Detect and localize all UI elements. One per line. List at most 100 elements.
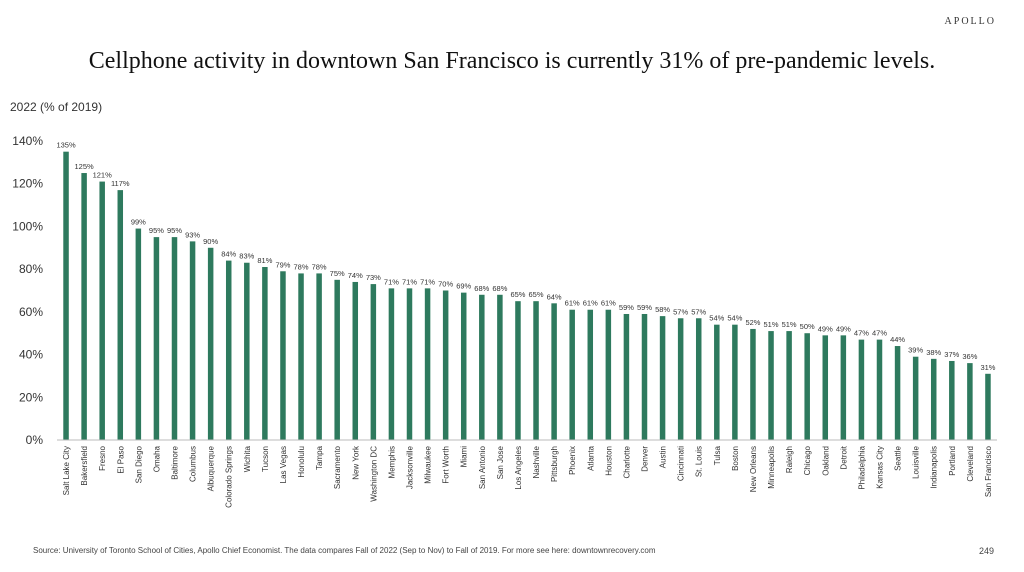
- x-tick-label: San Francisco: [984, 445, 993, 497]
- x-tick-label: Portland: [948, 446, 957, 476]
- bar: [949, 360, 955, 440]
- bar: [714, 324, 720, 440]
- data-label: 75%: [330, 269, 345, 278]
- bar: [912, 356, 919, 440]
- data-label: 71%: [384, 277, 399, 286]
- bar: [244, 262, 250, 440]
- data-label: 71%: [420, 277, 435, 286]
- data-label: 44%: [890, 335, 905, 344]
- x-tick-label: Philadelphia: [857, 445, 866, 489]
- bar: [677, 318, 684, 440]
- bar: [768, 331, 774, 440]
- data-label: 78%: [294, 262, 309, 271]
- x-tick-label: Tulsa: [713, 445, 722, 465]
- bar: [370, 284, 377, 440]
- data-label: 36%: [962, 352, 977, 361]
- x-tick-label: Phoenix: [568, 446, 577, 475]
- x-tick-label: San Antonio: [478, 445, 487, 489]
- x-tick-label: Denver: [641, 446, 650, 472]
- data-label: 54%: [709, 314, 724, 323]
- bar: [225, 260, 232, 440]
- x-tick-label: Atlanta: [586, 445, 595, 470]
- x-tick-label: Kansas City: [876, 446, 885, 489]
- data-label: 73%: [366, 273, 381, 282]
- x-tick-label: Fresno: [98, 445, 107, 470]
- x-tick-label: Fort Worth: [442, 446, 451, 484]
- y-tick-label: 40%: [19, 348, 43, 362]
- data-label: 95%: [167, 226, 182, 235]
- x-tick-label: Cleveland: [966, 446, 975, 482]
- data-labels: 135%125%121%117%99%95% 95% 93%90%84% 83% 81%…: [56, 141, 995, 372]
- x-tick-label: Sacramento: [333, 445, 342, 489]
- bar: [659, 316, 666, 440]
- x-tick-label: Milwaukee: [424, 445, 433, 483]
- bar: [352, 281, 359, 440]
- x-tick-label: Columbus: [189, 446, 198, 482]
- x-tick-label: Tampa: [315, 445, 324, 470]
- data-label: 93%: [185, 230, 200, 239]
- bar: [171, 237, 178, 440]
- x-tick-label: Austin: [659, 446, 668, 468]
- bar: [569, 309, 575, 440]
- bar: [406, 288, 413, 440]
- bar: [822, 335, 829, 440]
- x-tick-label: Charlotte: [622, 445, 631, 478]
- x-tick-label: Detroit: [839, 445, 848, 469]
- bar: [117, 190, 124, 440]
- x-tick-label: Houston: [604, 446, 613, 476]
- bar: [858, 339, 865, 440]
- x-tick-label: St. Louis: [695, 446, 704, 477]
- data-label: 58%: [655, 305, 670, 314]
- data-label: 74%: [348, 271, 363, 280]
- x-tick-label: Wichita: [243, 445, 252, 472]
- x-tick-label: San Diego: [134, 445, 143, 483]
- data-label: 83%: [239, 252, 254, 261]
- bar: [587, 309, 594, 440]
- x-tick-label: Pittsburgh: [550, 446, 559, 482]
- bar: [551, 303, 557, 440]
- data-label: 78%: [312, 262, 327, 271]
- x-tick-label: Seattle: [894, 445, 903, 470]
- data-label: 49%: [836, 324, 851, 333]
- bar: [207, 247, 214, 440]
- x-tick-label: Los Angeles: [514, 446, 523, 490]
- bar: [442, 290, 449, 440]
- bar: [63, 151, 69, 440]
- data-label: 68%: [474, 284, 489, 293]
- data-label: 31%: [980, 363, 995, 372]
- x-tick-label: Minneapolis: [767, 446, 776, 489]
- bar: [189, 241, 196, 440]
- x-tick-label: Jacksonville: [406, 445, 415, 489]
- data-label: 79%: [275, 260, 290, 269]
- bar-chart: 0% 20% 40% 60% 80% 100% 120% 140% 135% 125%121%1…: [12, 134, 997, 508]
- x-tick-label: Baltimore: [171, 445, 180, 479]
- bar: [894, 346, 901, 440]
- data-label: 52%: [745, 318, 760, 327]
- x-tick-label: San Jose: [496, 445, 505, 479]
- data-label: 84%: [221, 250, 236, 259]
- data-label: 71%: [402, 277, 417, 286]
- y-tick-label: 0%: [26, 433, 44, 447]
- bar: [876, 339, 883, 440]
- source-note: Source: University of Toronto School of …: [33, 546, 656, 555]
- data-label: 51%: [782, 320, 797, 329]
- data-label: 47%: [854, 329, 869, 338]
- x-tick-label: Salt Lake City: [62, 446, 71, 495]
- bar: [99, 181, 105, 441]
- data-label: 57%: [691, 307, 706, 316]
- data-label: 90%: [203, 237, 218, 246]
- x-tick-label: Las Vegas: [279, 446, 288, 483]
- data-label: 70%: [438, 280, 453, 289]
- x-tick-label: New York: [351, 445, 360, 480]
- data-label: 54%: [727, 314, 742, 323]
- x-tick-label: Washington DC: [369, 446, 378, 502]
- chart-title: Cellphone activity in downtown San Franc…: [88, 48, 936, 74]
- data-label: 81%: [257, 256, 272, 265]
- data-label: 117%: [111, 179, 130, 188]
- bar: [479, 294, 485, 440]
- x-tick-label: Albuquerque: [207, 445, 216, 491]
- y-tick-label: 60%: [19, 305, 43, 319]
- data-label: 61%: [583, 299, 598, 308]
- bar: [623, 313, 630, 440]
- data-label: 69%: [456, 282, 471, 291]
